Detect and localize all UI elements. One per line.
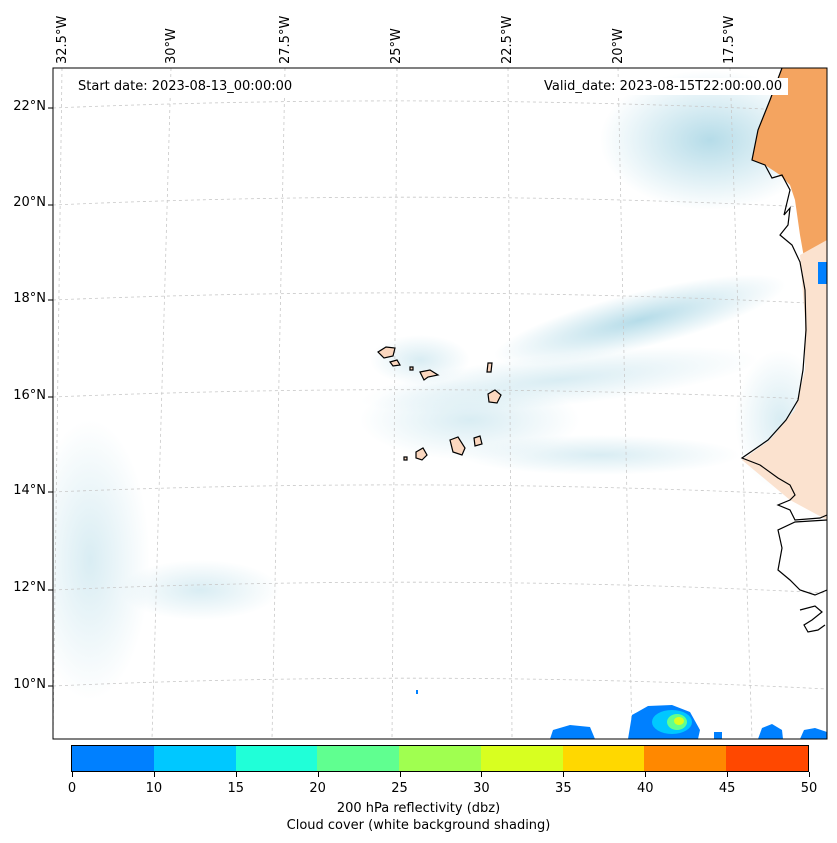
colorbar-segment <box>235 746 318 771</box>
colorbar-tick-label: 30 <box>473 781 490 796</box>
lon-label-27-5w: 27.5°W <box>278 15 293 64</box>
coastline-islands-bissau <box>799 605 826 633</box>
colorbar-title: 200 hPa reflectivity (dbz) <box>336 801 501 816</box>
colorbar-tick <box>481 772 483 777</box>
lat-label-12n: 12°N <box>13 580 46 595</box>
colorbar-tick-label: 25 <box>391 781 408 796</box>
lat-label-22n: 22°N <box>13 99 46 114</box>
colorbar-tick-label: 50 <box>800 781 818 796</box>
colorbar-segment <box>644 746 727 771</box>
colorbar-tick <box>153 772 155 777</box>
lat-label-16n: 16°N <box>13 388 46 403</box>
colorbar-tick-label: 15 <box>227 781 245 796</box>
colorbar-tick-label: 35 <box>555 781 572 796</box>
colorbar-tick <box>72 772 73 777</box>
colorbar-subtitle: Cloud cover (white background shading) <box>286 818 551 833</box>
reflectivity-patches <box>416 262 827 739</box>
lon-label-25w: 25°W <box>389 28 404 64</box>
lon-label-30w: 30°W <box>164 28 179 64</box>
colorbar-segment <box>153 746 236 771</box>
lat-label-14n: 14°N <box>13 483 46 498</box>
colorbar-tick <box>727 772 729 777</box>
lon-label-32-5w: 32.5°W <box>55 15 70 64</box>
coastline-guinea <box>777 519 827 596</box>
colorbar-tick <box>563 772 565 777</box>
colorbar-segment <box>480 746 563 771</box>
map-frame <box>52 67 828 740</box>
colorbar <box>71 745 809 772</box>
colorbar-tick-label: 20 <box>309 781 326 796</box>
lat-label-10n: 10°N <box>13 677 46 692</box>
colorbar-tick <box>645 772 647 777</box>
lon-label-20w: 20°W <box>611 28 626 64</box>
colorbar-tick-label: 45 <box>718 781 736 796</box>
colorbar-tick-label: 10 <box>145 781 163 796</box>
colorbar-tick-label: 0 <box>67 781 77 796</box>
lat-ticks <box>48 107 53 687</box>
lat-label-20n: 20°N <box>13 195 46 210</box>
colorbar-tick <box>235 772 237 777</box>
start-date-label: Start date: 2023-08-13_00:00:00 <box>72 78 299 95</box>
colorbar-segment <box>726 746 809 771</box>
colorbar-segment <box>317 746 400 771</box>
valid-date-label: Valid_date: 2023-08-15T22:00:00.00 <box>538 78 789 95</box>
cloud-cover-shading <box>53 70 825 700</box>
colorbar-tick <box>809 772 810 777</box>
colorbar-tick <box>317 772 319 777</box>
colorbar-segment <box>562 746 645 771</box>
lon-label-22-5w: 22.5°W <box>500 15 515 64</box>
colorbar-tick-label: 40 <box>636 781 654 796</box>
lon-label-17-5w: 17.5°W <box>722 15 737 64</box>
coastline <box>740 68 827 521</box>
lat-label-18n: 18°N <box>13 291 46 306</box>
cape-verde-islands <box>377 346 502 461</box>
graticule <box>53 68 827 739</box>
colorbar-segment <box>72 746 154 771</box>
colorbar-segment <box>399 746 481 771</box>
colorbar-tick <box>399 772 401 777</box>
